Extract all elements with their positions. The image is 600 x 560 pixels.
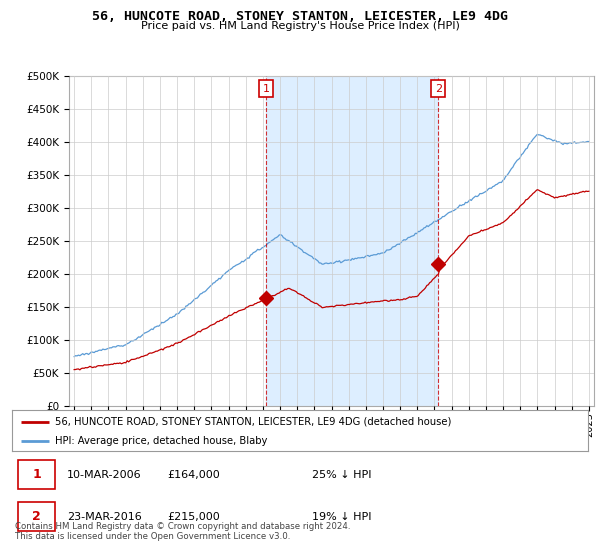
Text: 2: 2 (32, 510, 41, 523)
Text: 25% ↓ HPI: 25% ↓ HPI (311, 470, 371, 479)
Text: 2: 2 (434, 84, 442, 94)
Text: £215,000: £215,000 (167, 512, 220, 521)
Text: HPI: Average price, detached house, Blaby: HPI: Average price, detached house, Blab… (55, 436, 268, 446)
Text: 1: 1 (32, 468, 41, 481)
FancyBboxPatch shape (18, 460, 55, 489)
Text: Contains HM Land Registry data © Crown copyright and database right 2024.
This d: Contains HM Land Registry data © Crown c… (15, 522, 350, 542)
Text: 1: 1 (263, 84, 269, 94)
Text: 56, HUNCOTE ROAD, STONEY STANTON, LEICESTER, LE9 4DG: 56, HUNCOTE ROAD, STONEY STANTON, LEICES… (92, 10, 508, 22)
Text: 23-MAR-2016: 23-MAR-2016 (67, 512, 142, 521)
Text: 10-MAR-2006: 10-MAR-2006 (67, 470, 142, 479)
Text: Price paid vs. HM Land Registry's House Price Index (HPI): Price paid vs. HM Land Registry's House … (140, 21, 460, 31)
Text: £164,000: £164,000 (167, 470, 220, 479)
FancyBboxPatch shape (18, 502, 55, 531)
Text: 56, HUNCOTE ROAD, STONEY STANTON, LEICESTER, LE9 4DG (detached house): 56, HUNCOTE ROAD, STONEY STANTON, LEICES… (55, 417, 452, 427)
Bar (266, 76, 438, 406)
Text: 19% ↓ HPI: 19% ↓ HPI (311, 512, 371, 521)
